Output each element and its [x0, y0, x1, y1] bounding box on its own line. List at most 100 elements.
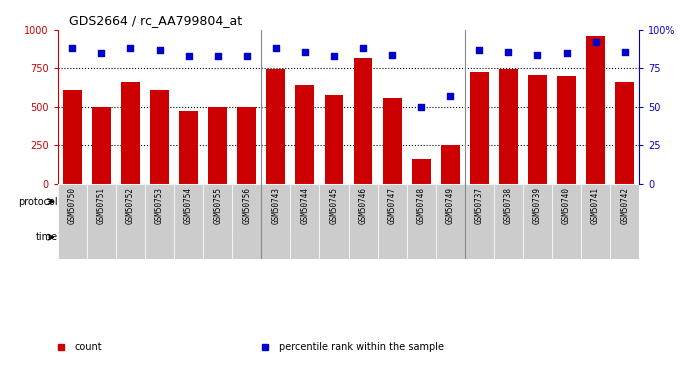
Text: time: time	[35, 232, 58, 242]
Bar	[610, 184, 639, 259]
Bar	[383, 98, 402, 184]
Bar	[615, 82, 634, 184]
Text: GSM50750: GSM50750	[68, 188, 77, 225]
Bar	[145, 184, 174, 259]
Bar	[320, 184, 348, 259]
Bar	[523, 184, 552, 259]
Bar	[92, 107, 111, 184]
Text: 14 d: 14 d	[76, 232, 98, 242]
Bar	[552, 184, 581, 259]
Bar	[261, 219, 320, 255]
Bar	[174, 184, 203, 259]
Text: chronic constriction: chronic constriction	[504, 196, 600, 207]
Point	[358, 45, 369, 51]
Point	[415, 104, 426, 110]
Bar	[121, 81, 140, 184]
Bar	[58, 184, 87, 259]
Point	[96, 50, 107, 56]
Text: partial sciatic nerve ligation: partial sciatic nerve ligation	[294, 196, 431, 207]
Bar	[557, 76, 576, 184]
Text: 50 d: 50 d	[425, 232, 447, 242]
Text: GSM50755: GSM50755	[214, 188, 222, 225]
Text: GSM50746: GSM50746	[358, 188, 367, 225]
Bar	[87, 184, 116, 259]
Point	[183, 53, 194, 59]
Text: GSM50737: GSM50737	[475, 188, 483, 225]
Point	[503, 48, 514, 54]
Point	[212, 53, 223, 59]
Text: GDS2664 / rc_AA799804_at: GDS2664 / rc_AA799804_at	[69, 15, 243, 27]
Bar	[494, 184, 523, 259]
Text: GSM50751: GSM50751	[97, 188, 106, 225]
Point	[125, 45, 136, 51]
Point	[619, 48, 630, 54]
Bar	[320, 219, 407, 255]
Text: GSM50753: GSM50753	[155, 188, 164, 225]
Point	[474, 47, 485, 53]
Text: GSM50752: GSM50752	[126, 188, 135, 225]
Bar	[411, 159, 430, 184]
Bar	[237, 107, 256, 184]
Point	[299, 48, 310, 54]
Point	[241, 53, 252, 59]
Point	[590, 39, 601, 45]
Bar	[116, 184, 145, 259]
Text: GSM50756: GSM50756	[242, 188, 251, 225]
Bar	[58, 219, 116, 255]
Bar	[470, 72, 489, 184]
Point	[328, 53, 339, 59]
Text: 21 d: 21 d	[352, 232, 374, 242]
Text: 21 d: 21 d	[571, 232, 592, 242]
Bar	[63, 90, 82, 184]
Text: GSM50739: GSM50739	[533, 188, 542, 225]
Text: 14 d: 14 d	[483, 232, 505, 242]
Text: GSM50743: GSM50743	[271, 188, 280, 225]
Bar	[58, 184, 261, 219]
Text: GSM50749: GSM50749	[446, 188, 455, 225]
Bar	[465, 219, 523, 255]
Bar	[116, 219, 203, 255]
Text: 21 d: 21 d	[149, 232, 171, 242]
Bar	[348, 184, 377, 259]
Bar	[377, 184, 407, 259]
Bar	[290, 184, 320, 259]
Text: 50 d: 50 d	[222, 232, 243, 242]
Text: GSM50748: GSM50748	[417, 188, 426, 225]
Bar	[203, 219, 261, 255]
Bar	[407, 184, 436, 259]
Text: GSM50738: GSM50738	[504, 188, 513, 225]
Bar	[150, 90, 169, 184]
Bar	[267, 69, 286, 184]
Text: GSM50744: GSM50744	[301, 188, 309, 225]
Text: GSM50745: GSM50745	[330, 188, 339, 225]
Bar	[523, 219, 639, 255]
Text: 14 d: 14 d	[279, 232, 301, 242]
Bar	[324, 95, 343, 184]
Bar	[203, 184, 232, 259]
Text: protocol: protocol	[18, 196, 58, 207]
Bar	[528, 75, 547, 184]
Bar	[295, 85, 314, 184]
Text: percentile rank within the sample: percentile rank within the sample	[279, 342, 444, 352]
Point	[271, 45, 282, 51]
Bar	[499, 69, 518, 184]
Bar	[581, 184, 610, 259]
Bar	[261, 184, 465, 219]
Bar	[354, 58, 373, 184]
Bar	[407, 219, 465, 255]
Bar	[208, 107, 227, 184]
Text: control: control	[143, 196, 176, 207]
Point	[532, 52, 543, 58]
Text: GSM50754: GSM50754	[184, 188, 193, 225]
Text: GSM50747: GSM50747	[388, 188, 396, 225]
Bar	[441, 146, 460, 184]
Bar	[465, 184, 639, 219]
Bar	[261, 184, 290, 259]
Point	[67, 45, 78, 51]
Point	[445, 93, 456, 99]
Point	[561, 50, 572, 56]
Bar	[232, 184, 261, 259]
Bar	[465, 184, 494, 259]
Bar	[179, 111, 198, 184]
Point	[387, 52, 398, 58]
